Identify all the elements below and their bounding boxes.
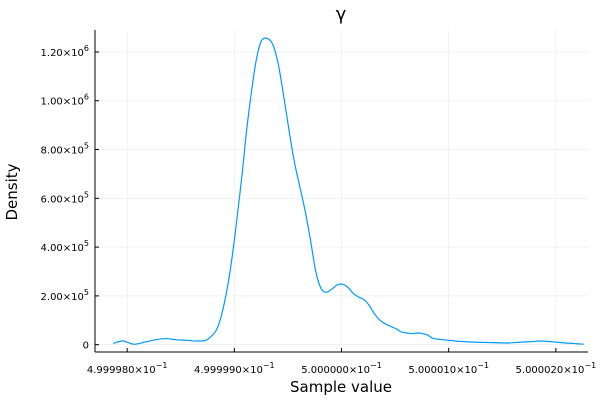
x-tick-label: 4.999980×10−1 [87, 361, 168, 376]
chart-title: γ [336, 4, 347, 25]
y-axis-title: Density [3, 163, 21, 220]
y-tick-label: 1.00×106 [41, 93, 89, 108]
series-layer [113, 37, 584, 345]
density-series-line [113, 37, 584, 345]
x-tick-label: 5.000010×10−1 [408, 361, 489, 376]
axes [94, 30, 588, 353]
grid [95, 30, 588, 352]
x-tick-label: 5.000020×10−1 [516, 361, 597, 376]
tick-labels: 4.999980×10−1 4.999990×10−1 5.000000×10−1 5… [41, 44, 597, 376]
x-tick-label: 4.999990×10−1 [194, 361, 275, 376]
y-tick-label: 4.00×105 [41, 239, 89, 254]
y-tick-label: 2.00×105 [41, 288, 89, 303]
y-tick-label: 6.00×105 [41, 190, 89, 205]
x-axis-title: Sample value [290, 378, 392, 396]
x-tick-label: 5.000000×10−1 [301, 361, 382, 376]
y-tick-label: 1.20×106 [41, 44, 89, 59]
y-tick-label: 8.00×105 [41, 142, 89, 157]
y-tick-label: 0 [83, 341, 89, 352]
